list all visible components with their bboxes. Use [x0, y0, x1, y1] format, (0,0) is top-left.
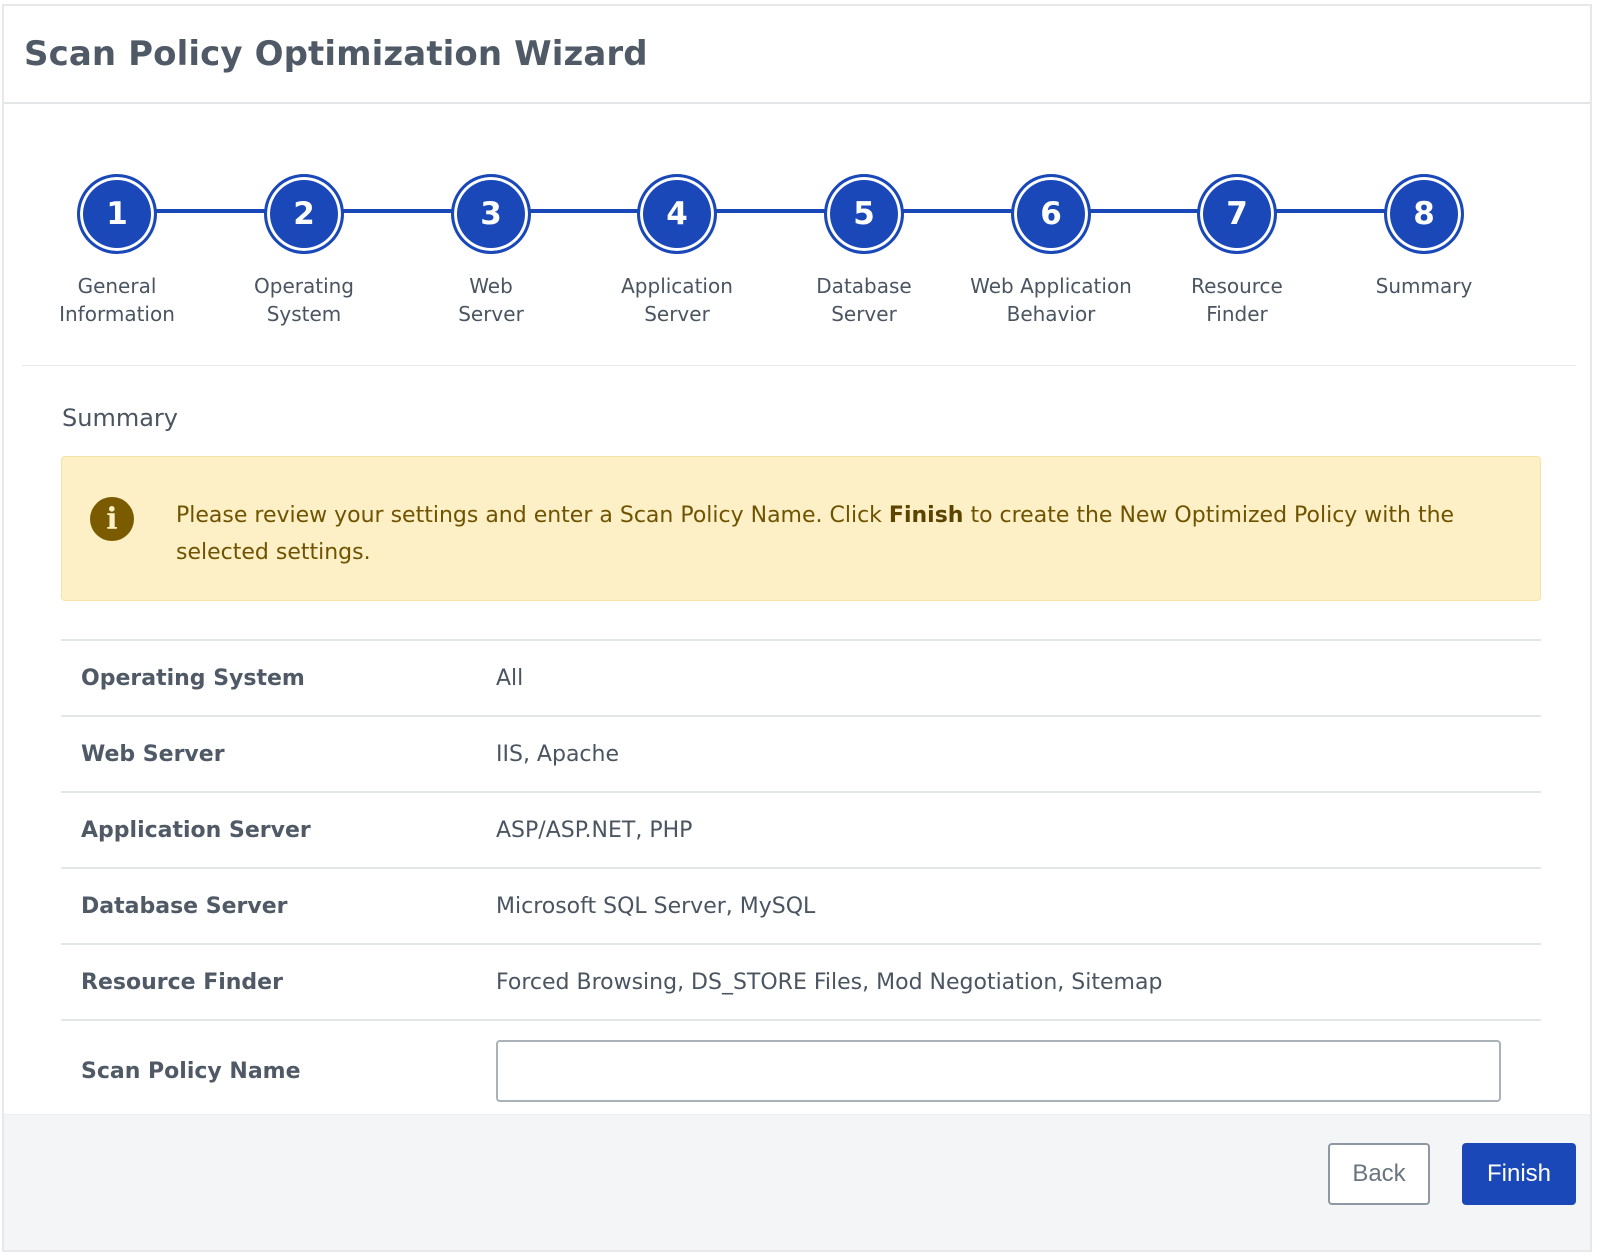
row-value: All — [496, 665, 524, 691]
row-value: Microsoft SQL Server, MySQL — [496, 893, 816, 919]
step-number-3: 3 — [451, 174, 531, 254]
step-label-general-information: General Information — [59, 274, 175, 326]
stepper-connector-line — [117, 209, 1424, 213]
finish-button[interactable]: Finish — [1462, 1143, 1576, 1205]
scan-policy-name-cell — [496, 1021, 1541, 1121]
table-row: Resource Finder Forced Browsing, DS_STOR… — [61, 945, 1541, 1021]
row-label: Resource Finder — [61, 945, 496, 1019]
row-value: Forced Browsing, DS_STORE Files, Mod Neg… — [496, 969, 1163, 995]
step-number-2: 2 — [264, 174, 344, 254]
step-number-8: 8 — [1384, 174, 1464, 254]
row-label: Database Server — [61, 869, 496, 943]
step-number-5: 5 — [824, 174, 904, 254]
row-value: ASP/ASP.NET, PHP — [496, 817, 693, 843]
step-number-6: 6 — [1011, 174, 1091, 254]
step-web-server[interactable]: 3 Web Server — [391, 174, 591, 328]
info-text-before: Please review your settings and enter a … — [176, 503, 889, 528]
step-web-application-behavior[interactable]: 6 Web Application Behavior — [951, 174, 1151, 328]
row-label: Web Server — [61, 717, 496, 791]
row-value: IIS, Apache — [496, 741, 619, 767]
step-label-web-application-behavior: Web Application Behavior — [970, 274, 1132, 326]
info-alert: i Please review your settings and enter … — [61, 456, 1541, 601]
step-label-web-server: Web Server — [458, 274, 524, 326]
back-button[interactable]: Back — [1328, 1143, 1430, 1205]
section-title: Summary — [62, 404, 178, 432]
row-label: Application Server — [61, 793, 496, 867]
step-application-server[interactable]: 4 Application Server — [577, 174, 777, 328]
row-label: Operating System — [61, 641, 496, 715]
step-number-7: 7 — [1197, 174, 1277, 254]
step-resource-finder[interactable]: 7 Resource Finder — [1137, 174, 1337, 328]
step-database-server[interactable]: 5 Database Server — [764, 174, 964, 328]
info-icon: i — [90, 497, 134, 541]
step-label-operating-system: Operating System — [254, 274, 354, 326]
table-row: Web Server IIS, Apache — [61, 717, 1541, 793]
scan-policy-name-label: Scan Policy Name — [61, 1021, 496, 1121]
info-text-after: to create the New Optimized Policy with … — [176, 503, 1455, 565]
table-row: Application Server ASP/ASP.NET, PHP — [61, 793, 1541, 869]
step-number-4: 4 — [637, 174, 717, 254]
step-summary[interactable]: 8 Summary — [1324, 174, 1524, 300]
wizard-stepper: 1 General Information 2 Operating System… — [22, 106, 1576, 366]
scan-policy-name-input[interactable] — [496, 1040, 1501, 1102]
wizard-window: Scan Policy Optimization Wizard 1 Genera… — [2, 4, 1592, 1252]
table-row: Operating System All — [61, 641, 1541, 717]
info-message: Please review your settings and enter a … — [176, 497, 1516, 571]
step-label-application-server: Application Server — [621, 274, 733, 326]
step-label-resource-finder: Resource Finder — [1191, 274, 1283, 326]
table-row: Database Server Microsoft SQL Server, My… — [61, 869, 1541, 945]
step-label-database-server: Database Server — [816, 274, 912, 326]
step-operating-system[interactable]: 2 Operating System — [204, 174, 404, 328]
wizard-title: Scan Policy Optimization Wizard — [24, 34, 648, 74]
info-text-finish: Finish — [888, 503, 964, 528]
summary-table: Operating System All Web Server IIS, Apa… — [61, 639, 1541, 1121]
scan-policy-name-row: Scan Policy Name — [61, 1021, 1541, 1121]
title-bar: Scan Policy Optimization Wizard — [4, 6, 1590, 104]
step-label-summary: Summary — [1375, 274, 1473, 298]
step-general-information[interactable]: 1 General Information — [17, 174, 217, 328]
step-number-1: 1 — [77, 174, 157, 254]
wizard-footer: Back Finish — [4, 1114, 1590, 1250]
